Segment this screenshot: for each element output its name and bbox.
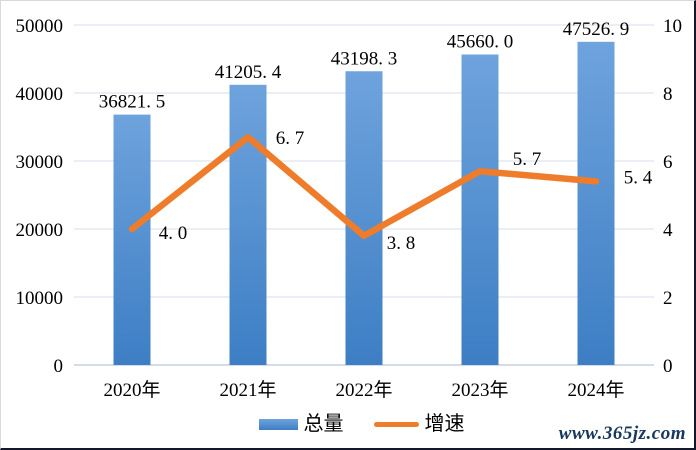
bar <box>345 71 383 365</box>
bar-value-label: 36821. 5 <box>99 92 166 113</box>
bar-value-label: 47526. 9 <box>563 19 630 40</box>
right-axis-tick-label: 0 <box>663 356 673 377</box>
x-axis-category-label: 2024年 <box>567 379 624 401</box>
legend-line-swatch <box>373 421 419 427</box>
line-value-label: 5. 4 <box>624 167 653 188</box>
right-axis-tick-label: 2 <box>663 288 673 309</box>
line-value-label: 5. 7 <box>513 149 542 170</box>
right-axis-tick-label: 10 <box>663 16 682 37</box>
right-axis-tick-label: 4 <box>663 220 673 241</box>
legend-bar-swatch <box>258 418 298 430</box>
watermark-link[interactable]: www.365jz.com <box>558 423 686 444</box>
x-axis-category-label: 2023年 <box>451 379 508 401</box>
left-axis-tick-label: 10000 <box>16 288 64 309</box>
line-value-label: 6. 7 <box>276 128 305 149</box>
bar-value-label: 41205. 4 <box>215 62 282 83</box>
bar-value-label: 45660. 0 <box>447 32 514 53</box>
bar <box>113 114 151 365</box>
bar-value-label: 43198. 3 <box>331 48 398 69</box>
line-value-label: 3. 8 <box>387 233 416 254</box>
left-axis-tick-label: 50000 <box>16 16 64 37</box>
legend-label-growth: 增速 <box>424 413 465 435</box>
x-axis-category-label: 2020年 <box>103 379 160 401</box>
left-axis-tick-label: 0 <box>54 356 64 377</box>
x-axis-category-label: 2022年 <box>335 379 392 401</box>
bar <box>461 54 499 366</box>
bar <box>229 84 267 365</box>
left-axis-tick-label: 40000 <box>16 84 64 105</box>
line-value-label: 4. 0 <box>159 223 188 244</box>
right-axis-tick-label: 6 <box>663 152 673 173</box>
right-axis-tick-label: 8 <box>663 84 673 105</box>
bar <box>577 41 615 366</box>
growth-line <box>128 133 600 240</box>
left-axis-tick-label: 20000 <box>16 220 64 241</box>
left-axis-tick-label: 30000 <box>16 152 64 173</box>
x-axis-category-label: 2021年 <box>219 379 276 401</box>
legend-label-total: 总量 <box>303 413 344 435</box>
combo-chart: 50000 10 40000 8 30000 6 20000 4 10000 2 0 0 36821. … <box>16 16 683 401</box>
legend: 总量 增速 <box>15 412 694 436</box>
